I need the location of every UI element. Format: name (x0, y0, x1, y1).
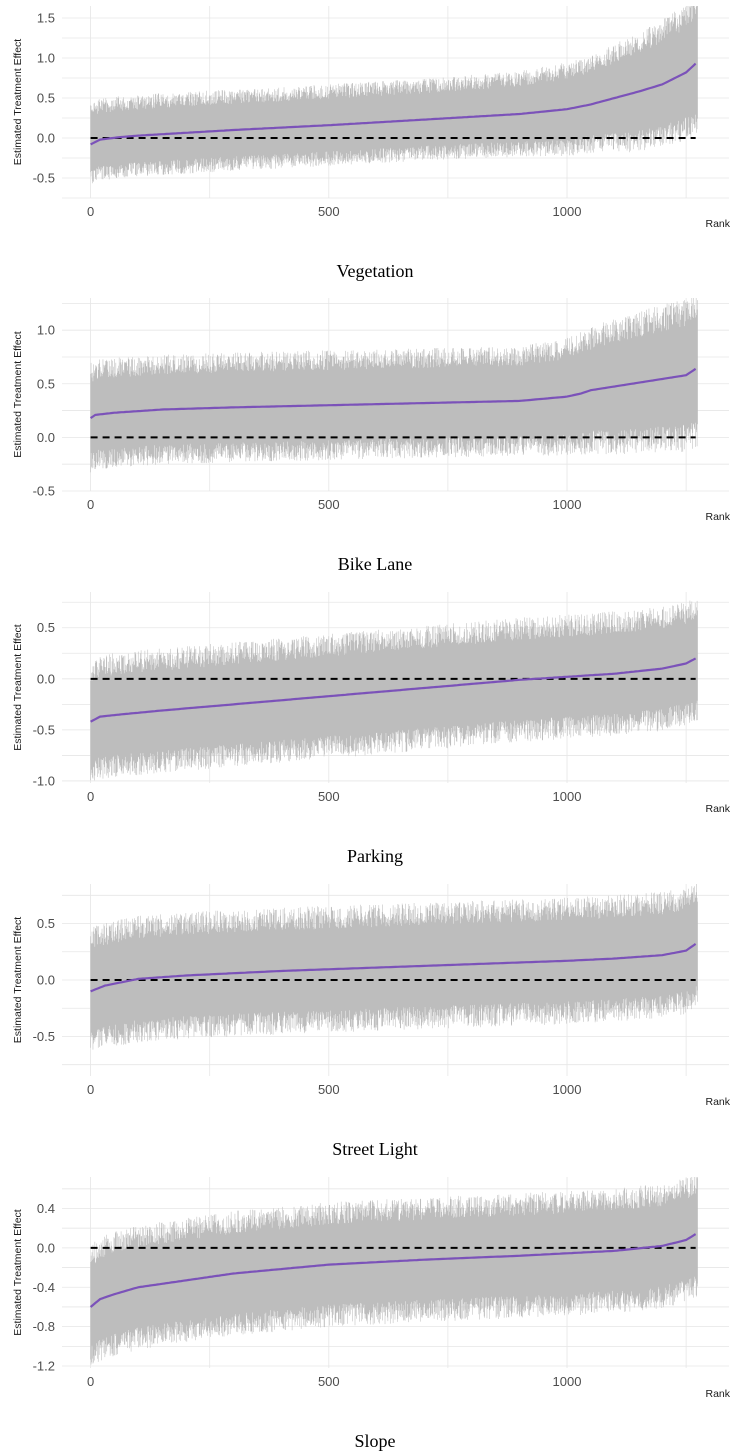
x-tick-label: 500 (318, 1082, 340, 1097)
y-axis-title: Estimated Treatment Effect (12, 624, 24, 751)
x-tick-label: 0 (87, 204, 94, 219)
estimate-line (89, 367, 697, 420)
panel-caption: Slope (354, 1431, 395, 1451)
y-axis-title: Estimated Treatment Effect (12, 331, 24, 458)
confidence-intervals (90, 1177, 698, 1365)
y-axis-title: Estimated Treatment Effect (12, 917, 24, 1044)
y-tick-label: -0.8 (33, 1319, 55, 1334)
x-axis-title: Rank (705, 218, 730, 230)
x-tick-label: 1000 (553, 1374, 582, 1389)
estimate-line (90, 62, 697, 146)
y-tick-label: -0.5 (33, 722, 55, 737)
x-axis-title: Rank (705, 1096, 730, 1108)
y-axis-title: Estimated Treatment Effect (12, 39, 24, 166)
y-tick-label: -0.4 (33, 1280, 55, 1295)
x-tick-label: 0 (87, 497, 94, 512)
y-tick-label: 0.0 (37, 973, 55, 988)
x-axis-title: Rank (705, 803, 730, 815)
estimate-line (89, 1233, 697, 1308)
y-tick-label: 0.0 (37, 131, 55, 146)
x-tick-label: 500 (318, 204, 340, 219)
y-tick-label: -0.5 (33, 484, 55, 499)
confidence-intervals (90, 298, 698, 473)
x-tick-label: 500 (318, 1374, 340, 1389)
y-tick-label: -1.0 (33, 773, 55, 788)
panel-caption: Parking (347, 846, 403, 866)
x-tick-label: 1000 (553, 204, 582, 219)
y-tick-label: 0.5 (37, 620, 55, 635)
x-tick-label: 500 (318, 789, 340, 804)
estimate-line (90, 657, 697, 723)
x-tick-label: 1000 (553, 789, 582, 804)
estimate-line (90, 943, 697, 993)
x-tick-label: 500 (318, 497, 340, 512)
panel-2: -0.5 0.0 0.5 1.0 0 500 1000 Rank Estimated Treat… (12, 298, 731, 574)
x-tick-label: 0 (87, 1082, 94, 1097)
y-tick-label: 0.5 (37, 916, 55, 931)
y-tick-label: 0.5 (37, 91, 55, 106)
panel-3: -1.0 -0.5 0.0 0.5 0 500 1000 Rank Estimated Trea… (12, 592, 731, 866)
y-tick-label: 1.0 (37, 323, 55, 338)
y-tick-label: -1.2 (33, 1359, 55, 1374)
x-tick-label: 0 (87, 789, 94, 804)
y-axis-title: Estimated Treatment Effect (12, 1209, 24, 1336)
panel-caption: Vegetation (337, 261, 414, 281)
panel-5: -1.2 -0.8 -0.4 0.0 0.4 0 500 1000 Rank Estimated … (12, 1177, 731, 1451)
panel-caption: Bike Lane (338, 554, 412, 574)
panel-1: -0.5 0.0 0.5 1.0 1.5 0 500 1000 Rank Estimated Tr… (12, 6, 731, 281)
y-tick-label: -0.5 (33, 171, 55, 186)
y-tick-label: 0.0 (37, 430, 55, 445)
panel-4: -0.5 0.0 0.5 0 500 1000 Rank Estimated Treatmen… (12, 884, 731, 1159)
confidence-intervals (90, 600, 698, 781)
x-tick-label: 1000 (553, 1082, 582, 1097)
x-tick-label: 1000 (553, 497, 582, 512)
y-tick-label: -0.5 (33, 1029, 55, 1044)
y-tick-label: 1.5 (37, 11, 55, 26)
panel-caption: Street Light (332, 1139, 417, 1159)
x-axis-title: Rank (705, 1388, 730, 1400)
x-tick-label: 0 (87, 1374, 94, 1389)
y-tick-label: 0.5 (37, 376, 55, 391)
x-axis-title: Rank (705, 511, 730, 523)
confidence-intervals (90, 6, 698, 184)
y-tick-label: 1.0 (37, 51, 55, 66)
y-tick-label: 0.4 (37, 1201, 55, 1216)
y-tick-label: 0.0 (37, 671, 55, 686)
y-tick-label: 0.0 (37, 1240, 55, 1255)
